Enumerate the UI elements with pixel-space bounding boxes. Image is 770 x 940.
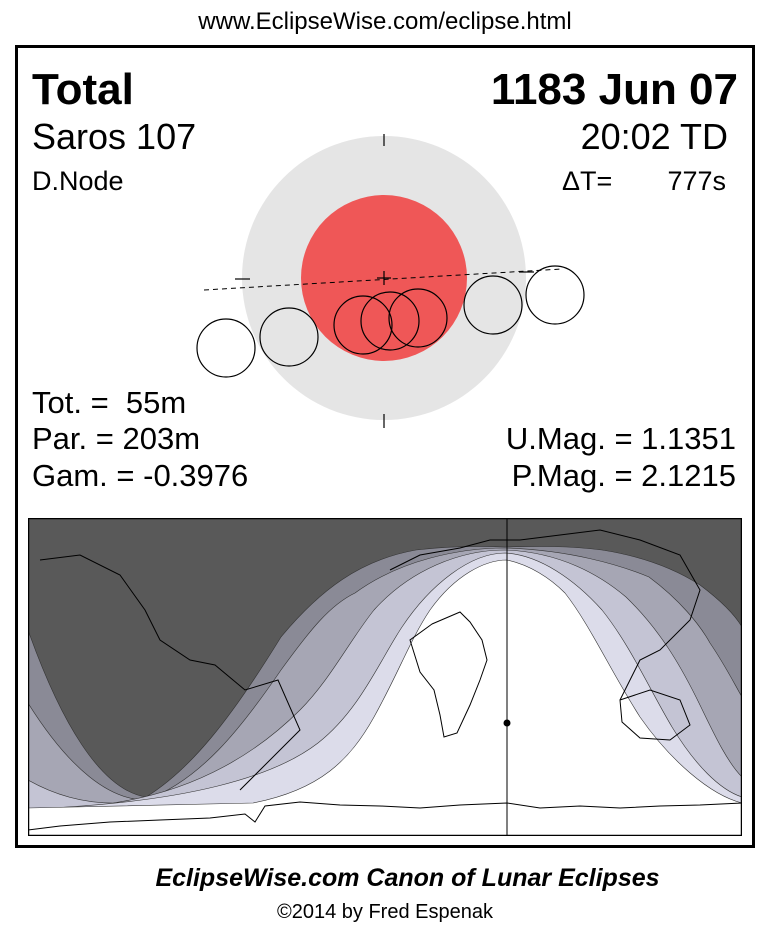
eclipse-type: Total: [32, 65, 134, 114]
africa-coast: [409, 611, 488, 738]
partial-duration: Par. = 203m: [32, 421, 201, 456]
moon-u2: [333, 295, 393, 355]
footer-copyright: ©2014 by Fred Espenak: [277, 901, 493, 923]
moon-p4: [525, 265, 585, 325]
eclipse-time: 20:02 TD: [580, 116, 728, 157]
coastlines: [28, 529, 742, 831]
moon-p1: [196, 318, 256, 378]
footer-title: EclipseWise.com Canon of Lunar Eclipses: [155, 864, 660, 892]
source-url: www.EclipseWise.com/eclipse.html: [198, 8, 572, 35]
gamma: Gam. = -0.3976: [32, 458, 249, 493]
americas-coast: [39, 554, 301, 791]
delta-t-label: ΔT=: [562, 166, 613, 196]
moon-positions: [196, 265, 585, 378]
eurasia-coast: [389, 529, 701, 701]
penumbral-magnitude: P.Mag. = 2.1215: [511, 458, 736, 493]
saros-number: Saros 107: [32, 116, 197, 157]
eclipse-date: 1183 Jun 07: [490, 65, 738, 114]
axis-ticks: [235, 134, 534, 428]
eclipse-panel: [15, 45, 755, 848]
node: D.Node: [32, 166, 124, 196]
moon-u4: [463, 275, 523, 335]
moon-u1: [259, 307, 319, 367]
delta-t-value: 777s: [667, 166, 726, 196]
moon-u3: [388, 288, 448, 348]
moon-path-line: [203, 268, 563, 291]
umbral-magnitude: U.Mag. = 1.1351: [505, 421, 736, 456]
antarctica-coast: [28, 801, 742, 831]
visibility-map: [28, 518, 742, 836]
greatest-eclipse-point: [503, 719, 511, 727]
map-border: [28, 518, 742, 836]
moon-greatest: [360, 291, 420, 351]
eclipse-geometry-diagram: [196, 134, 585, 428]
totality-duration: Tot. = 55m: [32, 385, 187, 420]
australia-coast: [619, 689, 691, 741]
